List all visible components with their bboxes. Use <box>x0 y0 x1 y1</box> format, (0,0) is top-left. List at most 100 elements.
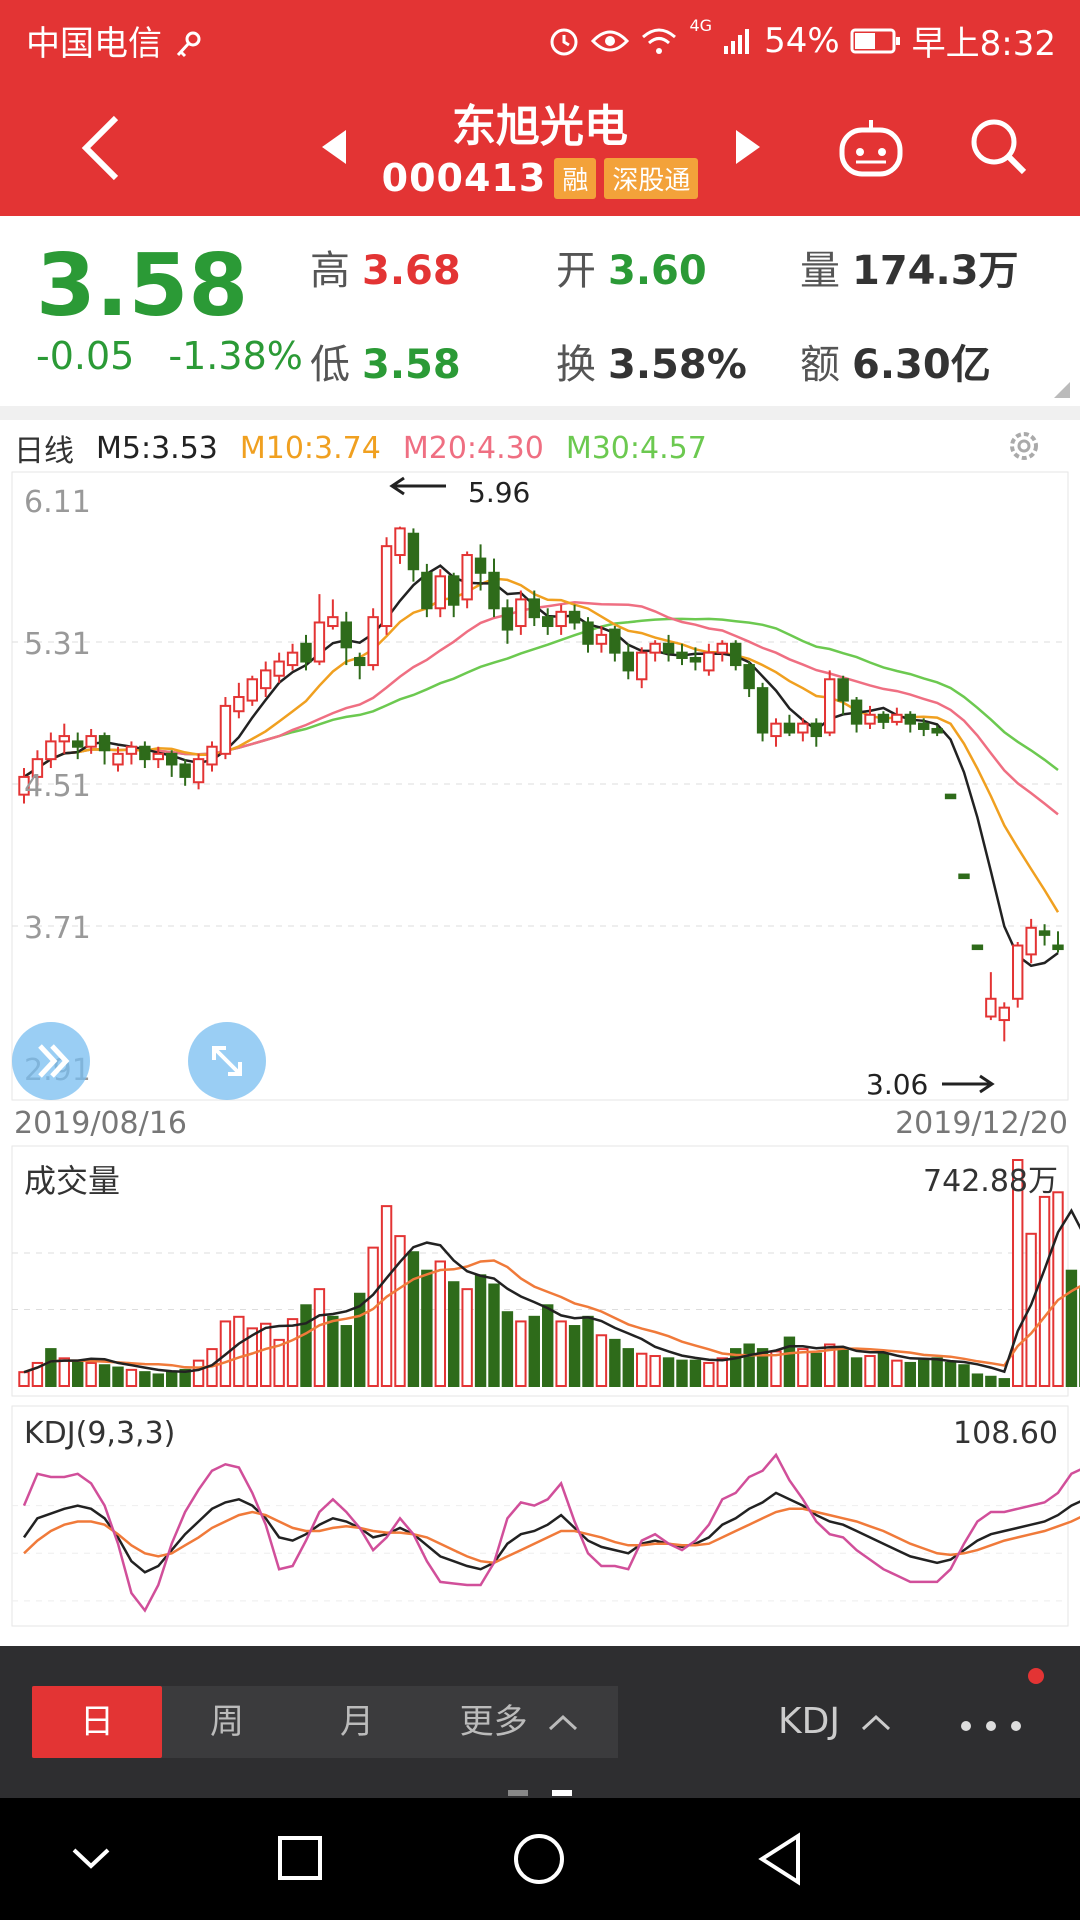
status-icons: 4G 54% 早上8:32 <box>547 16 1056 65</box>
gear-icon[interactable] <box>1004 426 1044 466</box>
candle-body <box>407 532 420 571</box>
volume-bar <box>622 1348 634 1388</box>
candle-body <box>649 642 661 654</box>
back-button[interactable] <box>72 108 132 188</box>
volume-bar <box>1052 1191 1064 1387</box>
volume-bar <box>313 1288 326 1388</box>
robot-assistant-icon[interactable] <box>836 116 906 180</box>
volume-bar <box>72 1359 84 1387</box>
volume-bar <box>434 1260 446 1387</box>
chevron-down-icon[interactable] <box>66 1838 116 1878</box>
ma5-line <box>23 564 1059 968</box>
kdj-frame <box>11 1405 1069 1627</box>
expand-chart-button[interactable] <box>12 1022 90 1100</box>
eye-icon <box>591 30 630 51</box>
ma30-label: M30:4.57 <box>565 430 707 466</box>
ma-legend: 日线 M5:3.53 M10:3.74 M20:4.30 M30:4.57 <box>14 426 707 470</box>
volume-bar <box>18 1371 30 1388</box>
page-indicator <box>508 1790 572 1796</box>
next-stock-button[interactable] <box>730 122 766 172</box>
signal-icon <box>724 28 750 54</box>
recent-apps-button[interactable] <box>276 1834 324 1882</box>
candle-body <box>542 616 554 628</box>
candle-body <box>689 656 702 663</box>
candle-body <box>918 722 930 730</box>
connect-tag: 深股通 <box>604 157 699 199</box>
fullscreen-button[interactable] <box>188 1022 266 1100</box>
volume-bar <box>985 1375 997 1388</box>
chevron-up-icon <box>549 1714 578 1731</box>
volume-bar <box>474 1274 487 1388</box>
previous-stock-button[interactable] <box>316 122 352 172</box>
candle-body <box>421 571 433 610</box>
stock-name: 东旭光电 <box>452 101 628 152</box>
y-tick-label: 3.71 <box>24 911 91 946</box>
indicator-selector[interactable]: KDJ <box>778 1686 893 1758</box>
candle-body <box>850 699 863 725</box>
volume-bar <box>649 1355 661 1387</box>
low-annotation: 3.06 <box>866 1068 995 1101</box>
candle-body <box>488 571 500 610</box>
period-week[interactable]: 周 <box>210 1702 244 1742</box>
volume-bar <box>542 1304 554 1387</box>
volume-bar <box>770 1350 782 1387</box>
volume-bar <box>139 1371 151 1388</box>
period-month[interactable]: 月 <box>340 1702 374 1742</box>
volume-value: 174.3万 <box>852 248 1019 294</box>
volume-bar <box>904 1361 916 1388</box>
candle-body <box>622 651 634 672</box>
price-change: -0.05 -1.38% <box>36 334 303 378</box>
candle-body <box>354 656 366 667</box>
ma-lines <box>23 564 1060 968</box>
quote-panel: 3.58 -0.05 -1.38% 高 3.68 低 3.58 开 3.60 换 3.5… <box>0 216 1080 406</box>
candle-body <box>139 745 151 761</box>
indicator-label: KDJ <box>778 1701 840 1742</box>
open-item: 开 3.60 <box>556 238 707 296</box>
candle-body <box>944 793 957 800</box>
volume-bar <box>58 1357 70 1388</box>
kdj-k-line <box>22 1491 1080 1574</box>
volume-bar <box>582 1315 594 1388</box>
candle-body <box>985 997 997 1018</box>
candle-body <box>394 527 406 557</box>
expand-quote-corner[interactable] <box>1054 382 1070 398</box>
candle-body <box>716 642 728 654</box>
back-nav-button[interactable] <box>756 1832 804 1886</box>
search-icon[interactable] <box>966 114 1030 178</box>
volume-bar <box>676 1359 688 1387</box>
volume-bar <box>609 1338 621 1388</box>
volume-bar <box>824 1343 836 1388</box>
more-options-button[interactable] <box>958 1686 1028 1758</box>
volume-bar <box>407 1251 420 1387</box>
candle-body <box>18 775 30 796</box>
ellipsis-icon <box>961 1721 1021 1731</box>
turnover-item: 换 3.58% <box>556 332 747 390</box>
volume-bar <box>1025 1232 1037 1387</box>
y-tick-label: 6.11 <box>24 485 91 520</box>
candle-body <box>730 642 742 667</box>
period-day[interactable]: 日 <box>32 1686 162 1758</box>
volume-bar <box>864 1355 876 1387</box>
candle-body <box>300 642 312 663</box>
divider <box>0 406 1080 420</box>
kdj-grid <box>12 1505 1068 1602</box>
volume-bar <box>971 1373 984 1387</box>
home-button[interactable] <box>512 1832 566 1886</box>
stock-chart-area[interactable]: 6.115.314.513.712.91 5.96 3.06 <box>0 470 1080 1646</box>
volume-item: 量 174.3万 <box>800 238 1019 296</box>
volume-bar <box>286 1318 299 1387</box>
volume-bar <box>944 1361 957 1388</box>
period-selector: 日 周 月 更多 <box>32 1686 618 1758</box>
candle-body <box>609 628 621 654</box>
low-value: 3.58 <box>362 342 461 388</box>
period-more[interactable]: 更多 <box>422 1686 618 1758</box>
candle-body <box>85 735 97 748</box>
candle-body <box>904 713 916 725</box>
candle-body <box>45 740 57 761</box>
volume-bar <box>891 1359 903 1387</box>
candle-body <box>810 722 822 738</box>
candle-body <box>1038 930 1051 936</box>
candle-body <box>636 651 648 681</box>
volume-grid <box>12 1252 1068 1310</box>
candle-body <box>219 704 232 755</box>
